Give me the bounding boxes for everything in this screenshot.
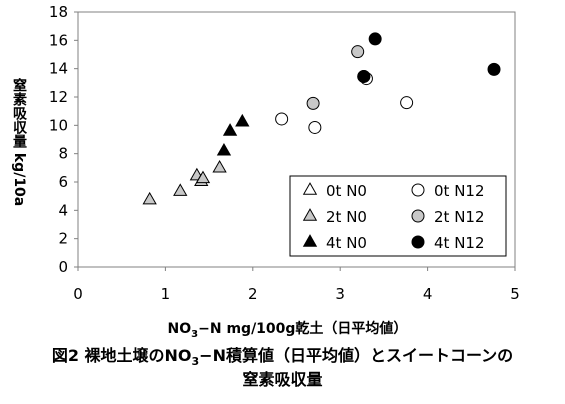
y-tick-label: 12 xyxy=(49,88,68,106)
data-point xyxy=(368,32,382,46)
legend-label: 0t N12 xyxy=(434,182,485,200)
x-tick-label: 0 xyxy=(73,285,83,303)
legend-label: 4t N12 xyxy=(434,234,485,252)
x-tick-label: 4 xyxy=(423,285,433,303)
data-point xyxy=(306,96,320,110)
y-tick-label: 8 xyxy=(58,145,68,163)
y-tick-label: 4 xyxy=(58,201,68,219)
figure-caption-line1: 図2 裸地土壌のNO3−N積算値（日平均値）とスイートコーンの xyxy=(0,346,565,372)
legend-marker xyxy=(411,183,425,197)
x-axis-label-pre: NO xyxy=(167,321,192,337)
data-point xyxy=(351,45,365,59)
figure-caption-line2: 窒素吸収量 xyxy=(242,370,323,389)
y-axis-label-box: 窒素吸収量 kg/10a xyxy=(8,12,30,272)
x-tick-label: 2 xyxy=(248,285,258,303)
legend-marker xyxy=(302,208,318,221)
y-tick-label: 16 xyxy=(49,31,68,49)
y-tick-label: 18 xyxy=(49,3,68,21)
data-point xyxy=(235,113,250,127)
data-point xyxy=(357,69,371,83)
data-point xyxy=(487,62,501,76)
data-point xyxy=(400,96,414,110)
x-tick-label: 1 xyxy=(161,285,171,303)
y-axis-label: 窒素吸収量 kg/10a xyxy=(11,77,27,207)
legend-box xyxy=(289,175,507,257)
data-point xyxy=(308,120,322,134)
data-point xyxy=(216,142,232,156)
x-axis-label: NO3−N mg/100g乾土（日平均値） xyxy=(60,318,515,340)
legend-label: 2t N0 xyxy=(326,208,367,226)
y-tick-label: 10 xyxy=(49,116,68,134)
data-point xyxy=(212,159,227,173)
data-point xyxy=(275,112,289,126)
y-tick-label: 2 xyxy=(58,230,68,248)
x-axis-label-sub: 3 xyxy=(191,328,199,340)
data-point xyxy=(173,183,188,196)
y-tick-label: 14 xyxy=(49,60,68,78)
x-tick-label: 5 xyxy=(510,285,520,303)
y-tick-label: 0 xyxy=(58,258,68,276)
data-point xyxy=(142,191,157,205)
legend-marker xyxy=(302,182,318,195)
y-tick-label: 6 xyxy=(58,173,68,191)
legend-label: 2t N12 xyxy=(434,208,485,226)
legend-marker xyxy=(411,235,425,249)
caption-line1-pre: 図2 裸地土壌のNO xyxy=(51,346,192,365)
caption-line1-sub: 3 xyxy=(191,355,200,369)
legend-marker xyxy=(411,209,425,223)
x-axis-label-post: −N mg/100g乾土（日平均値） xyxy=(198,321,408,337)
x-tick-label: 3 xyxy=(335,285,345,303)
legend-label: 4t N0 xyxy=(326,234,367,252)
data-point xyxy=(222,123,238,136)
legend-label: 0t N0 xyxy=(326,182,367,200)
plot-area xyxy=(77,11,516,268)
legend-marker xyxy=(302,234,318,247)
caption-line1-post: −N積算値（日平均値）とスイートコーンの xyxy=(199,346,514,365)
data-point xyxy=(195,170,211,184)
